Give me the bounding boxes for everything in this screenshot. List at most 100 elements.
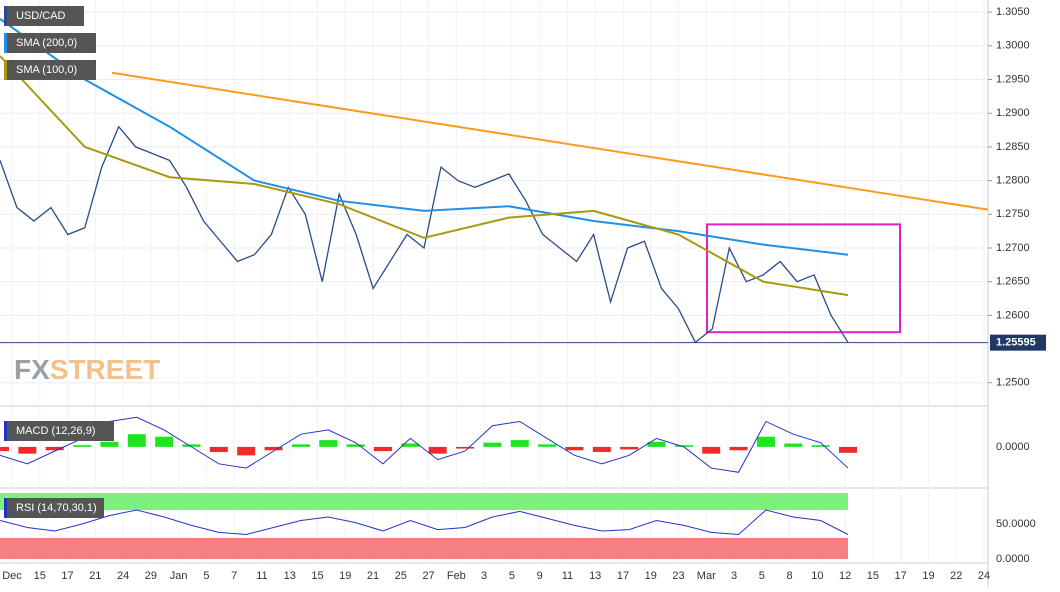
y-tick-label: 1.2950 [996, 73, 1030, 85]
histogram-bar [674, 445, 693, 447]
x-tick-label: 7 [231, 570, 237, 582]
histogram-bar [0, 446, 9, 452]
x-tick-label: 21 [367, 570, 379, 582]
legend-box [4, 421, 114, 441]
watermark-part: STREET [50, 354, 160, 385]
rsi-line [0, 509, 849, 536]
legend-swatch [4, 33, 7, 53]
histogram-bar [18, 446, 37, 454]
x-tick-label: 17 [617, 570, 629, 582]
histogram-bar [45, 446, 64, 451]
histogram-bar [456, 446, 475, 449]
watermark-part: FX [14, 354, 50, 385]
histogram-bar [784, 443, 803, 447]
legend-box [4, 498, 104, 518]
histogram-bar [73, 445, 92, 447]
x-tick-label: 15 [34, 570, 46, 582]
legend-label: MACD (12,26,9) [16, 425, 95, 437]
macd-line [0, 416, 849, 473]
x-tick-label: 21 [89, 570, 101, 582]
histogram-bar [620, 446, 639, 450]
watermark: FXSTREET [14, 354, 160, 385]
x-tick-label: 15 [311, 570, 323, 582]
histogram-bar [155, 436, 174, 447]
legend-box [4, 33, 96, 53]
histogram-bar [127, 434, 146, 447]
legend-swatch [4, 421, 7, 441]
legend-swatch [4, 6, 7, 26]
legend-box [4, 6, 84, 26]
histogram-bar [647, 441, 666, 447]
x-tick-label: 17 [895, 570, 907, 582]
x-tick-label: 25 [395, 570, 407, 582]
legend-label: SMA (200,0) [16, 37, 77, 49]
x-tick-label: 19 [922, 570, 934, 582]
histogram-bar [428, 446, 447, 454]
x-tick-label: 11 [256, 570, 267, 582]
x-tick-label: 13 [284, 570, 296, 582]
oversold-band [0, 538, 848, 559]
price-line [0, 55, 849, 297]
histogram-bar [538, 444, 557, 447]
x-tick-label: 12 [839, 570, 851, 582]
histogram-bar [839, 446, 857, 453]
legend-box [4, 60, 96, 80]
x-tick-label: 13 [589, 570, 601, 582]
legend-swatch [4, 498, 7, 518]
x-tick-label: 10 [811, 570, 823, 582]
histogram-bar [510, 440, 529, 447]
y-tick-label: 1.2750 [996, 208, 1030, 220]
overbought-band [0, 493, 848, 510]
x-tick-label: 11 [562, 570, 573, 582]
histogram-bar [182, 444, 201, 447]
y-tick-label: 1.3000 [996, 40, 1030, 52]
price-line [0, 125, 849, 344]
y-tick-label: 0.0000 [996, 441, 1030, 453]
price-tag [990, 334, 1046, 351]
legend-label: RSI (14,70,30,1) [16, 502, 97, 514]
histogram-bar [811, 445, 830, 447]
y-tick-label: 1.2600 [996, 309, 1030, 321]
current-price-label: 1.25595 [996, 337, 1036, 349]
price-line [0, 18, 849, 256]
histogram-bar [702, 446, 721, 454]
x-tick-label: 19 [645, 570, 657, 582]
histogram-bar [291, 444, 310, 447]
histogram-bar [729, 446, 748, 451]
x-tick-label: 23 [672, 570, 684, 582]
x-tick-label: Jan [170, 570, 188, 582]
y-tick-label: 1.2650 [996, 276, 1030, 288]
x-tick-label: Dec [2, 570, 22, 582]
y-tick-label: 50.0000 [996, 518, 1036, 530]
x-tick-label: 24 [117, 570, 129, 582]
histogram-bar [483, 442, 502, 447]
x-tick-label: 17 [61, 570, 73, 582]
y-tick-label: 1.2700 [996, 242, 1030, 254]
trendline [111, 71, 989, 211]
legend-label: SMA (100,0) [16, 64, 77, 76]
histogram-bar [401, 443, 420, 447]
x-tick-label: 9 [537, 570, 543, 582]
y-tick-label: 1.2800 [996, 175, 1030, 187]
histogram-bar [209, 446, 228, 452]
x-tick-label: 8 [787, 570, 793, 582]
range-box [706, 223, 901, 334]
x-tick-label: 5 [759, 570, 765, 582]
histogram-bar [592, 446, 611, 452]
y-tick-label: 0.0000 [996, 553, 1030, 565]
y-tick-label: 1.3050 [996, 6, 1030, 18]
y-tick-label: 1.2900 [996, 107, 1030, 119]
x-tick-label: 27 [422, 570, 434, 582]
legend-swatch [4, 60, 7, 80]
x-tick-label: 3 [481, 570, 487, 582]
x-tick-label: 19 [339, 570, 351, 582]
x-tick-label: 5 [203, 570, 209, 582]
y-tick-label: 1.2500 [996, 377, 1030, 389]
x-tick-label: 15 [867, 570, 879, 582]
histogram-bar [319, 440, 338, 447]
histogram-bar [373, 446, 392, 452]
x-tick-label: 22 [950, 570, 962, 582]
y-tick-label: 1.2850 [996, 141, 1030, 153]
